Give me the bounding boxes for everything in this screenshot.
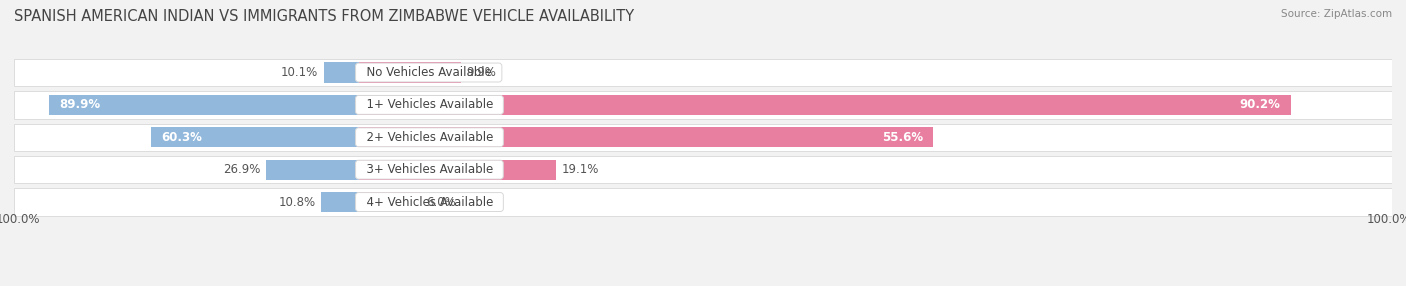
Bar: [322, 192, 359, 212]
Text: 1+ Vehicles Available: 1+ Vehicles Available: [359, 98, 501, 112]
Bar: [14, 124, 1392, 151]
Text: 9.9%: 9.9%: [467, 66, 496, 79]
Text: 19.1%: 19.1%: [561, 163, 599, 176]
Text: 55.6%: 55.6%: [882, 131, 922, 144]
Bar: [323, 62, 359, 83]
Text: 3+ Vehicles Available: 3+ Vehicles Available: [359, 163, 501, 176]
Text: 10.8%: 10.8%: [278, 196, 316, 208]
Text: 26.9%: 26.9%: [224, 163, 260, 176]
Bar: [14, 91, 1392, 119]
Text: SPANISH AMERICAN INDIAN VS IMMIGRANTS FROM ZIMBABWE VEHICLE AVAILABILITY: SPANISH AMERICAN INDIAN VS IMMIGRANTS FR…: [14, 9, 634, 23]
Bar: [150, 127, 359, 147]
Text: No Vehicles Available: No Vehicles Available: [359, 66, 499, 79]
Bar: [359, 127, 934, 147]
Bar: [14, 188, 1392, 216]
Bar: [359, 62, 461, 83]
Bar: [266, 160, 359, 180]
Text: 89.9%: 89.9%: [59, 98, 100, 112]
Text: 100.0%: 100.0%: [0, 213, 39, 226]
Text: Source: ZipAtlas.com: Source: ZipAtlas.com: [1281, 9, 1392, 19]
Text: 90.2%: 90.2%: [1240, 98, 1281, 112]
Text: 100.0%: 100.0%: [1367, 213, 1406, 226]
Bar: [49, 95, 359, 115]
Bar: [359, 160, 555, 180]
Bar: [359, 192, 420, 212]
Text: 4+ Vehicles Available: 4+ Vehicles Available: [359, 196, 501, 208]
Text: 6.0%: 6.0%: [426, 196, 456, 208]
Text: 2+ Vehicles Available: 2+ Vehicles Available: [359, 131, 501, 144]
Text: 10.1%: 10.1%: [281, 66, 318, 79]
Text: 60.3%: 60.3%: [162, 131, 202, 144]
Bar: [359, 95, 1291, 115]
Bar: [14, 156, 1392, 183]
Bar: [14, 59, 1392, 86]
